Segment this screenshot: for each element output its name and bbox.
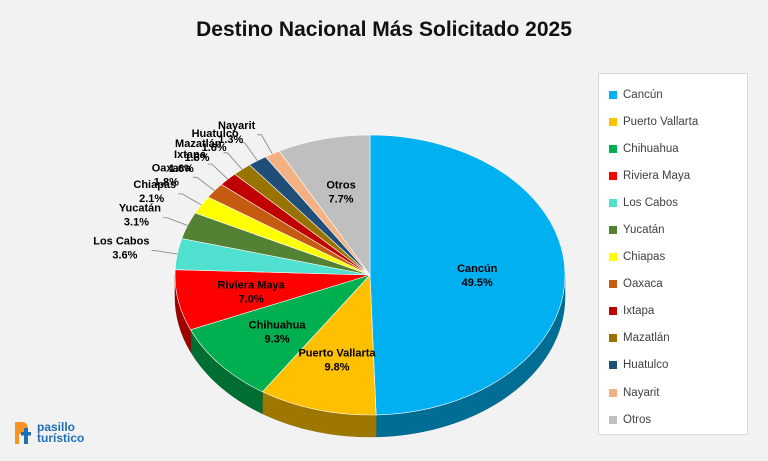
legend-label: Yucatán bbox=[623, 224, 665, 237]
legend-label: Cancún bbox=[623, 88, 663, 101]
legend-item-otros: Otros bbox=[609, 406, 747, 433]
chart-title: Destino Nacional Más Solicitado 2025 bbox=[196, 18, 572, 41]
legend-label: Chihuahua bbox=[623, 142, 679, 155]
legend-item-ixtapa: Ixtapa bbox=[609, 298, 747, 325]
leader-line-yucatan bbox=[163, 217, 188, 226]
data-value-los-cabos: 3.6% bbox=[112, 250, 137, 262]
data-label-ixtapa: Ixtapa bbox=[174, 149, 207, 161]
data-value-mazatlan: 1.6% bbox=[184, 152, 209, 164]
leader-line-los-cabos bbox=[151, 250, 178, 255]
legend-label: Los Cabos bbox=[623, 196, 678, 209]
data-label-mazatlan: Mazatlán bbox=[175, 138, 222, 150]
legend-swatch bbox=[609, 253, 617, 262]
data-value-chihuahua: 9.3% bbox=[265, 334, 290, 346]
legend-item-huatulco: Huatulco bbox=[609, 352, 747, 379]
logo-text-line2: turístico bbox=[37, 431, 85, 445]
legend-label: Nayarit bbox=[623, 386, 660, 399]
legend-swatch bbox=[609, 198, 617, 207]
data-label-riviera-maya: Riviera Maya bbox=[217, 280, 285, 292]
data-label-huatulco: Huatulco bbox=[192, 128, 239, 140]
data-label-nayarit: Nayarit bbox=[218, 120, 256, 132]
legend-label: Otros bbox=[623, 413, 652, 426]
legend-label: Ixtapa bbox=[623, 305, 655, 318]
legend-swatch bbox=[609, 144, 617, 153]
data-label-los-cabos: Los Cabos bbox=[93, 236, 149, 248]
data-label-otros: Otros bbox=[326, 180, 355, 192]
legend-swatch bbox=[609, 415, 617, 424]
data-value-puerto-vallarta: 9.8% bbox=[324, 362, 349, 374]
data-value-cancun: 49.5% bbox=[462, 277, 493, 289]
data-value-yucatan: 3.1% bbox=[124, 217, 149, 229]
pie-slice-chihuahua bbox=[190, 274, 371, 393]
pie-slice-puerto-vallarta bbox=[261, 274, 377, 416]
legend-item-oaxaca: Oaxaca bbox=[609, 271, 747, 298]
legend-label: Huatulco bbox=[623, 359, 669, 372]
leader-line-chiapas bbox=[178, 193, 202, 206]
legend-swatch bbox=[609, 307, 617, 316]
legend-item-chiapas: Chiapas bbox=[609, 244, 747, 271]
legend-item-chihuahua: Chihuahua bbox=[609, 135, 747, 162]
legend-swatch bbox=[609, 171, 617, 180]
data-value-ixtapa: 1.6% bbox=[169, 163, 194, 175]
pie-slice-otros bbox=[278, 134, 371, 276]
data-value-nayarit: 1.3% bbox=[218, 134, 243, 146]
legend-item-los-cabos: Los Cabos bbox=[609, 189, 747, 216]
logo-mark-icon bbox=[12, 420, 34, 446]
pie-slice-cancun bbox=[369, 134, 566, 416]
legend-item-mazatlan: Mazatlán bbox=[609, 325, 747, 352]
pasillo-turistico-logo: pasillo turístico bbox=[12, 418, 84, 448]
data-value-oaxaca: 1.8% bbox=[154, 176, 179, 188]
data-value-otros: 7.7% bbox=[328, 194, 353, 206]
legend-item-cancun: Cancún bbox=[609, 81, 747, 108]
legend-swatch bbox=[609, 388, 617, 397]
legend-item-nayarit: Nayarit bbox=[609, 379, 747, 406]
data-label-puerto-vallarta: Puerto Vallarta bbox=[298, 348, 376, 360]
legend-swatch bbox=[609, 226, 617, 235]
data-label-chihuahua: Chihuahua bbox=[249, 320, 307, 332]
data-value-chiapas: 2.1% bbox=[139, 193, 164, 205]
legend-swatch bbox=[609, 280, 617, 289]
legend-label: Oaxaca bbox=[623, 278, 663, 291]
data-label-yucatan: Yucatán bbox=[119, 203, 161, 215]
leader-line-mazatlan bbox=[223, 152, 243, 170]
legend-label: Chiapas bbox=[623, 251, 666, 264]
legend-label: Puerto Vallarta bbox=[623, 115, 699, 128]
logo-text-line1: pasillo bbox=[37, 420, 76, 434]
legend-item-riviera-maya: Riviera Maya bbox=[609, 162, 747, 189]
leader-line-nayarit bbox=[257, 134, 273, 155]
legend: Cancún Puerto Vallarta Chihuahua Riviera Ma… bbox=[598, 73, 748, 435]
legend-item-puerto-vallarta: Puerto Vallarta bbox=[609, 108, 747, 135]
data-value-huatulco: 1.6% bbox=[202, 142, 227, 154]
data-label-cancun: Cancún bbox=[457, 263, 498, 275]
legend-swatch bbox=[609, 90, 617, 99]
leader-line-huatulco bbox=[240, 142, 258, 161]
data-value-riviera-maya: 7.0% bbox=[239, 294, 264, 306]
leader-line-ixtapa bbox=[207, 163, 229, 180]
data-label-oaxaca: Oaxaca bbox=[152, 162, 192, 174]
legend-item-yucatan: Yucatán bbox=[609, 216, 747, 243]
legend-label: Riviera Maya bbox=[623, 169, 691, 182]
legend-swatch bbox=[609, 361, 617, 370]
data-label-chiapas: Chiapas bbox=[133, 179, 176, 191]
legend-swatch bbox=[609, 117, 617, 126]
leader-line-oaxaca bbox=[192, 176, 215, 191]
legend-swatch bbox=[609, 334, 617, 343]
legend-label: Mazatlán bbox=[623, 332, 670, 345]
